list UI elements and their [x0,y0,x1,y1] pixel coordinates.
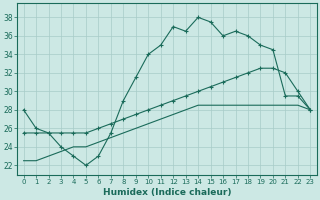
X-axis label: Humidex (Indice chaleur): Humidex (Indice chaleur) [103,188,231,197]
